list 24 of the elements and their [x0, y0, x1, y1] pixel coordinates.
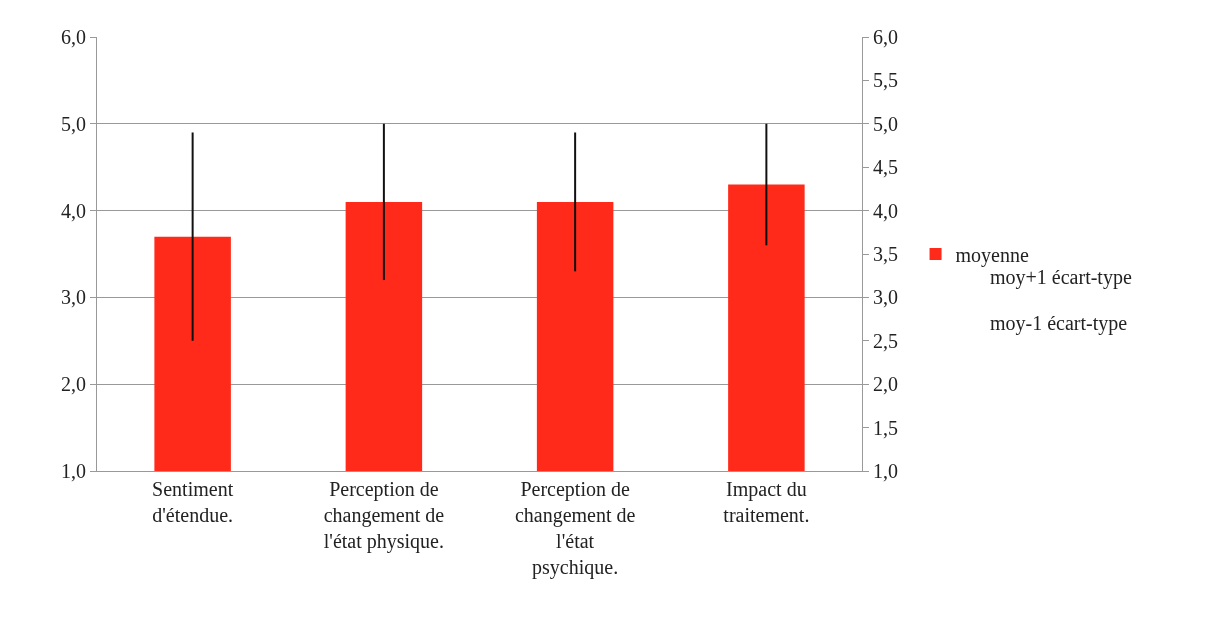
y-tick-label: 2,0	[61, 373, 86, 396]
y2-tick-label: 2,0	[873, 373, 898, 396]
y-tick-label: 4,0	[61, 199, 86, 222]
y2-tick-label: 1,0	[873, 460, 898, 482]
legend-label: moyenne	[955, 243, 1029, 267]
y-tick-label: 3,0	[61, 286, 86, 309]
x-tick-label: Perception de changement de l'état psychique.	[514, 478, 636, 579]
y-tick-label: 6,0	[61, 26, 86, 48]
y2-tick-label: 6,0	[873, 26, 898, 48]
y2-tick-label: 4,0	[873, 199, 898, 222]
y-tick-label: 5,0	[61, 112, 86, 135]
y2-tick-label: 5,0	[873, 112, 898, 135]
x-tick-label: Perception de changement de l'état physique.	[323, 478, 445, 553]
y-tick-label: 1,0	[61, 460, 86, 482]
text: moy-1 écart-type	[990, 312, 1128, 335]
y2-tick-label: 3,0	[873, 286, 898, 309]
y2-tick-label: 2,5	[873, 329, 898, 352]
text: moy+1 écart-type	[990, 266, 1132, 289]
x-tick-label: Impact du traitement.	[723, 478, 810, 526]
y2-tick-label: 1,5	[873, 416, 898, 439]
y2-tick-label: 4,5	[873, 156, 898, 179]
x-tick-label: Sentiment d'étendue.	[152, 478, 234, 526]
y2-tick-label: 5,5	[873, 69, 898, 92]
y2-tick-label: 3,5	[873, 243, 898, 265]
